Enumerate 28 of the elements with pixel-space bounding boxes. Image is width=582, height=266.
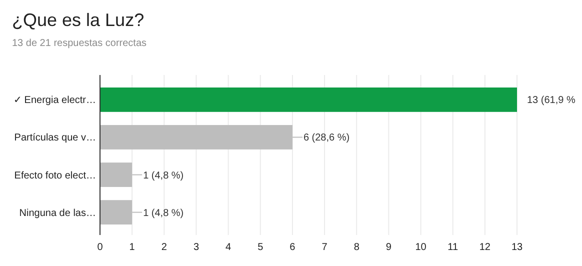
- x-tick-label: 0: [97, 242, 104, 253]
- data-label: 1 (4,8 %): [143, 208, 184, 219]
- x-tick-label: 10: [415, 242, 427, 253]
- bar: [100, 88, 517, 112]
- x-tick-label: 7: [322, 242, 328, 253]
- x-tick-label: 12: [479, 242, 491, 253]
- bar: [100, 200, 132, 224]
- y-tick-label: Partículas que v…: [14, 132, 96, 144]
- y-tick-label: ✓ Energia electr…: [14, 95, 96, 106]
- chart-title: ¿Que es la Luz?: [12, 10, 144, 30]
- x-tick-label: 11: [448, 242, 458, 253]
- x-tick-label: 5: [258, 242, 264, 253]
- x-tick-label: 1: [129, 242, 136, 253]
- x-tick-label: 2: [161, 242, 168, 253]
- data-label: 1 (4,8 %): [143, 170, 184, 182]
- bar: [100, 162, 132, 187]
- x-tick-label: 4: [226, 242, 232, 253]
- x-tick-label: 13: [511, 242, 523, 253]
- x-tick-label: 9: [386, 242, 392, 253]
- bar: [100, 125, 292, 150]
- x-tick-label: 6: [290, 242, 296, 253]
- y-tick-label: Efecto foto elect…: [14, 170, 96, 182]
- data-label: 6 (28,6 %): [303, 132, 350, 144]
- y-tick-label: Ninguna de las…: [19, 208, 96, 219]
- data-label: 13 (61,9 %: [527, 95, 576, 106]
- x-tick-label: 3: [193, 242, 200, 253]
- x-tick-label: 8: [354, 242, 360, 253]
- chart-subtitle: 13 de 21 respuestas correctas: [12, 38, 147, 49]
